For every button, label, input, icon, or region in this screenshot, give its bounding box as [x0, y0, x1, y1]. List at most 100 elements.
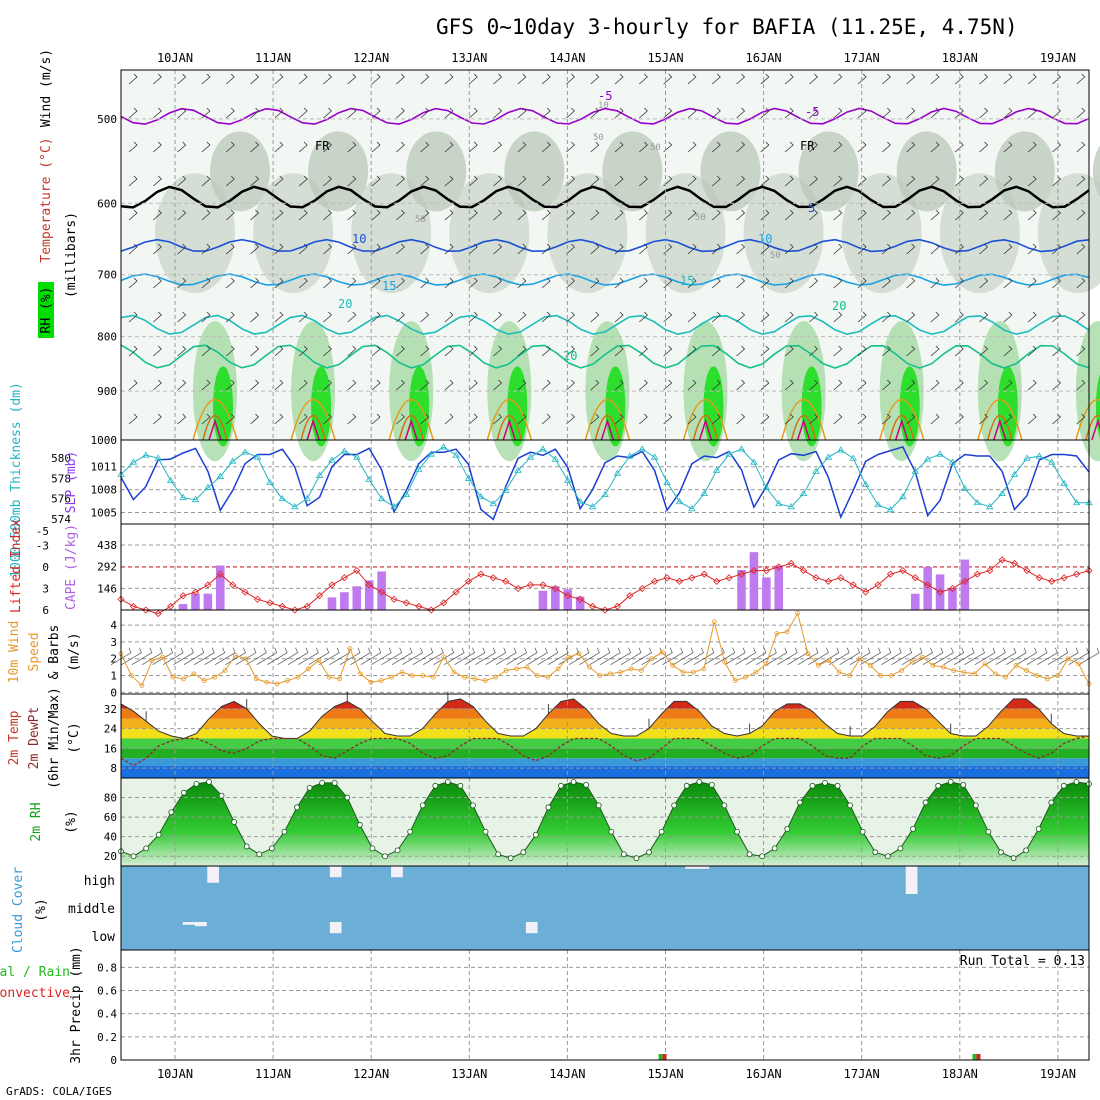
lifted-index-marker [278, 602, 286, 610]
cloud-bar [562, 894, 575, 922]
cloud-bar [660, 894, 673, 922]
cloud-bar [366, 866, 379, 894]
isotherm-line [120, 107, 1090, 125]
rh-marker [822, 779, 828, 786]
wind-barb [906, 345, 916, 357]
thickness-marker [725, 450, 733, 457]
wind-barb [809, 175, 818, 187]
wind-barb [250, 175, 260, 187]
wind-barb [906, 175, 916, 187]
wind-barb [177, 243, 187, 255]
surface-wind-barb [766, 647, 788, 666]
lifted-index-marker [948, 584, 957, 593]
wind-barb [857, 73, 867, 85]
isotherm-label: FR [800, 139, 815, 153]
isotherm-label: -5 [598, 89, 612, 103]
wind-barb [177, 107, 187, 119]
wind-barb [639, 243, 648, 255]
wind-speed-marker [618, 669, 624, 675]
rh-shading [798, 131, 859, 212]
thickness-marker [489, 499, 498, 507]
date-label-bottom: 12JAN [353, 1067, 389, 1081]
cloud-bar [231, 894, 245, 922]
wind-barb [420, 277, 430, 289]
cloud-bar [843, 866, 857, 894]
wind-barb [784, 413, 794, 425]
cloud-bar [794, 866, 808, 894]
thickness-marker [179, 493, 187, 501]
wind-barb [444, 345, 454, 357]
wind-barb [833, 345, 843, 357]
isotherm-line [120, 314, 1090, 336]
wind-barb [225, 209, 235, 221]
rh-marker [470, 802, 476, 809]
wind-barb [274, 175, 284, 187]
wind-barb [250, 311, 260, 323]
wind-barb [639, 73, 648, 85]
wind-barb [1027, 413, 1037, 425]
lifted-index-marker [353, 567, 361, 575]
cloud-bar [280, 866, 294, 894]
wind-barb [517, 379, 527, 391]
wind-speed-marker [743, 674, 748, 680]
wind-barb [298, 141, 308, 153]
wind-barb [882, 379, 891, 391]
thickness-marker [266, 478, 274, 485]
wind-barb [687, 345, 697, 357]
isotherm-30-lobe [692, 415, 719, 441]
lifted-index-marker [1048, 577, 1056, 585]
cloud-bar [464, 866, 477, 894]
cloud-bar [1076, 894, 1090, 922]
wind-barb [687, 379, 697, 391]
wind-barb [882, 73, 891, 85]
cloud-bar [182, 894, 196, 922]
rh-marker [972, 802, 979, 809]
wind-barb [396, 141, 405, 153]
wind-barb [371, 413, 381, 425]
wind-barb [225, 345, 235, 357]
thickness-marker [278, 494, 287, 502]
wind-barb [153, 277, 162, 289]
surface-wind-barb [246, 647, 267, 666]
temp-axis-label-4: (°C) [67, 722, 82, 753]
wind-speed-marker [524, 664, 530, 670]
precip-total-bar [658, 1054, 663, 1060]
wind-barb [1003, 73, 1013, 85]
thickness-marker [663, 478, 671, 485]
cloud-bar [892, 922, 906, 950]
wind-speed-marker [160, 654, 166, 660]
pressure-tick-label: 900 [97, 385, 117, 398]
rh-marker [558, 782, 564, 789]
wind-barb [493, 107, 503, 119]
cloud-bar [133, 894, 147, 922]
wind-barb [541, 277, 551, 289]
wind-speed-marker [1024, 668, 1029, 673]
thickness-marker [998, 489, 1006, 497]
wind-barb [128, 175, 138, 187]
cloud-bar [243, 894, 257, 922]
wind-barb [444, 73, 454, 85]
thickness-marker [539, 445, 547, 452]
date-label-bottom: 14JAN [549, 1067, 585, 1081]
wind-speed-marker [982, 661, 988, 667]
cloud-bar [231, 866, 245, 894]
thickness-tick-label: 576 [51, 493, 71, 506]
surface-wind-barb [423, 647, 444, 666]
lifted-index-marker [911, 574, 919, 582]
wind-barb [541, 243, 551, 255]
cloud-bar [549, 866, 563, 894]
wind-speed-marker [368, 679, 374, 685]
wind-barb [444, 243, 454, 255]
lifted-index-marker [787, 559, 795, 567]
wind-speed-marker [1003, 674, 1009, 680]
thickness-marker [1048, 458, 1056, 465]
wind-barb [590, 141, 600, 153]
precip-convective-bar [662, 1054, 667, 1060]
wind-barb [1003, 311, 1013, 323]
lifted-index-marker [303, 602, 311, 610]
cloud-bar [868, 866, 882, 894]
cloud-bar [831, 922, 845, 950]
wind-barb [590, 277, 600, 289]
wind-speed-marker [305, 666, 311, 672]
wind-barb [225, 141, 235, 153]
